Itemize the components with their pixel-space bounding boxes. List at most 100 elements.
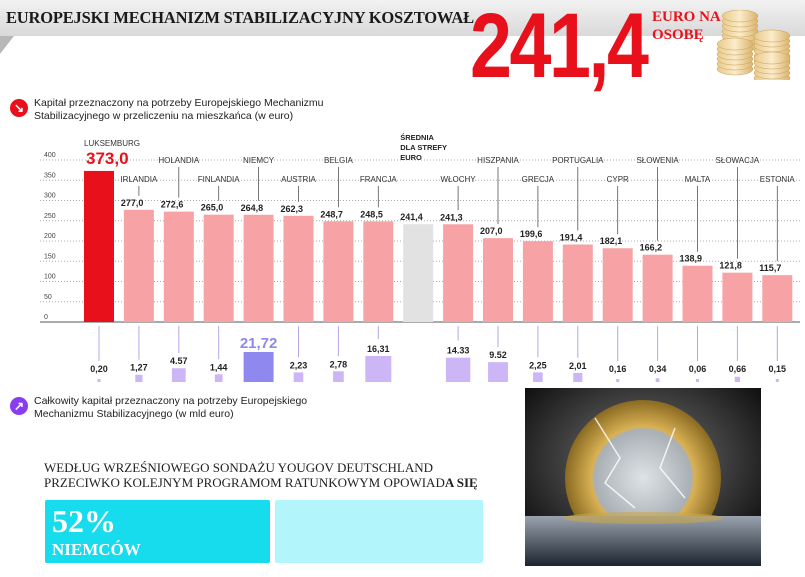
- total-square: [734, 376, 741, 382]
- bar: [283, 215, 314, 322]
- total-square: [171, 368, 186, 382]
- total-value-label: 2,78: [330, 359, 348, 369]
- category-label: WŁOCHY: [441, 175, 477, 184]
- arrow-up-right-icon: ↗: [10, 397, 28, 415]
- poll-percent: 52%: [52, 503, 116, 539]
- coins-icon: [716, 10, 791, 80]
- bar: [163, 211, 194, 322]
- total-square: [775, 379, 779, 382]
- category-label: BELGIA: [324, 156, 354, 165]
- poll-bar-fill: [45, 500, 271, 563]
- category-label: AUSTRIA: [281, 175, 316, 184]
- section-total: ↗ Całkowity kapitał przeznaczony na potr…: [10, 395, 307, 421]
- total-square: [488, 362, 508, 382]
- total-square: [333, 371, 344, 382]
- y-tick-label: 300: [44, 193, 56, 200]
- category-label: SŁOWACJA: [716, 156, 760, 165]
- category-label: MALTA: [685, 175, 711, 184]
- category-label: GRECJA: [522, 175, 555, 184]
- y-tick-label: 150: [44, 253, 56, 260]
- y-tick-label: 50: [44, 294, 52, 301]
- bar: [123, 209, 154, 322]
- total-square: [365, 356, 392, 382]
- bar-value-label: 241,4: [400, 212, 423, 222]
- y-tick-label: 200: [44, 233, 56, 240]
- bar-value-label: 265,0: [201, 203, 224, 213]
- y-tick-label: 100: [44, 274, 56, 281]
- bar: [323, 221, 354, 322]
- bar: [602, 248, 633, 322]
- bar-value-label: 248,5: [360, 209, 383, 219]
- bar: [363, 221, 394, 322]
- poll-who: NIEMCÓW: [52, 540, 141, 559]
- text-line: Mechanizmu Stabilizacyjnego (w mld euro): [34, 408, 234, 420]
- bar-value-label: 115,7: [759, 263, 781, 273]
- total-value-label: 0,16: [609, 364, 627, 374]
- total-value-label: 2,23: [290, 360, 308, 370]
- category-label: FRANCJA: [360, 175, 398, 184]
- poll-line: PRZECIWKO KOLEJNYM PROGRAMOM RATUNKOWYM …: [44, 475, 445, 490]
- bar-value-label: 121,8: [719, 261, 742, 271]
- coin: [721, 10, 759, 23]
- text-line: Kapitał przeznaczony na potrzeby Europej…: [34, 97, 324, 109]
- text-line: Stabilizacyjnego w przeliczeniu na miesz…: [34, 110, 294, 122]
- total-value-label: 0,06: [689, 364, 707, 374]
- total-value-label: 1,27: [130, 363, 148, 373]
- header-fold: [0, 36, 14, 54]
- total-square: [445, 357, 471, 382]
- unit-line: OSOBĘ: [652, 27, 704, 43]
- coin: [753, 29, 791, 43]
- bar-value-label: 264,8: [241, 203, 264, 213]
- total-value-label: 2,01: [569, 361, 587, 371]
- bar: [243, 214, 274, 322]
- header-band: [0, 0, 805, 36]
- bar-value-label: 272,6: [161, 200, 184, 210]
- bar: [403, 224, 434, 322]
- bar-value-label: 182,1: [600, 236, 623, 246]
- category-label: NIEMCY: [243, 156, 275, 165]
- headline-unit: EURO NA OSOBĘ: [652, 8, 721, 44]
- bar-value-label: 191,4: [560, 232, 583, 242]
- y-tick-label: 0: [44, 314, 48, 321]
- poll-bar-rest: [275, 500, 483, 563]
- bar-value-label: 373,0: [86, 149, 129, 168]
- category-label: IRLANDIA: [120, 175, 158, 184]
- category-label: EURO: [400, 153, 422, 162]
- bar: [642, 254, 673, 322]
- y-tick-label: 400: [44, 152, 56, 159]
- category-label: CYPR: [607, 175, 629, 184]
- y-tick-label: 250: [44, 213, 56, 220]
- category-label: PORTUGALIA: [552, 156, 604, 165]
- bar: [483, 238, 513, 322]
- total-value-label: 4.57: [170, 356, 188, 366]
- bar-value-label: 262,3: [281, 204, 304, 214]
- total-square: [293, 372, 304, 382]
- coin: [753, 51, 791, 65]
- total-square: [97, 379, 101, 382]
- poll-line: WEDŁUG WRZEŚNIOWEGO SONDAŻU YOUGOV DEUTS…: [44, 460, 434, 475]
- total-value-label: 2,25: [529, 360, 547, 370]
- category-label: HOLANDIA: [158, 156, 200, 165]
- poll-text: WEDŁUG WRZEŚNIOWEGO SONDAŻU YOUGOV DEUTS…: [44, 460, 478, 490]
- section-per-capita: ↘ Kapitał przeznaczony na potrzeby Europ…: [10, 97, 324, 123]
- total-value-label: 16,31: [367, 344, 390, 354]
- category-label: ŚREDNIA: [400, 133, 434, 142]
- bar-value-label: 277,0: [121, 198, 144, 208]
- total-square: [214, 374, 223, 382]
- total-square: [655, 378, 660, 382]
- total-square: [616, 379, 620, 382]
- y-tick-label: 350: [44, 172, 56, 179]
- total-value-label: 14.33: [447, 346, 470, 356]
- bar: [682, 265, 713, 322]
- total-value-label: 9.52: [489, 350, 507, 360]
- total-value-label: 0,34: [649, 364, 667, 374]
- bar-value-label: 241,3: [440, 212, 463, 222]
- headline: EUROPEJSKI MECHANIZM STABILIZACYJNY KOSZ…: [6, 8, 474, 27]
- poll-line-bold: A SIĘ: [444, 475, 478, 490]
- total-value-label: 21,72: [240, 335, 278, 352]
- total-value-label: 0,20: [90, 364, 108, 374]
- total-square: [243, 352, 274, 382]
- bar-value-label: 248,7: [320, 209, 343, 219]
- unit-line: EURO NA: [652, 9, 721, 25]
